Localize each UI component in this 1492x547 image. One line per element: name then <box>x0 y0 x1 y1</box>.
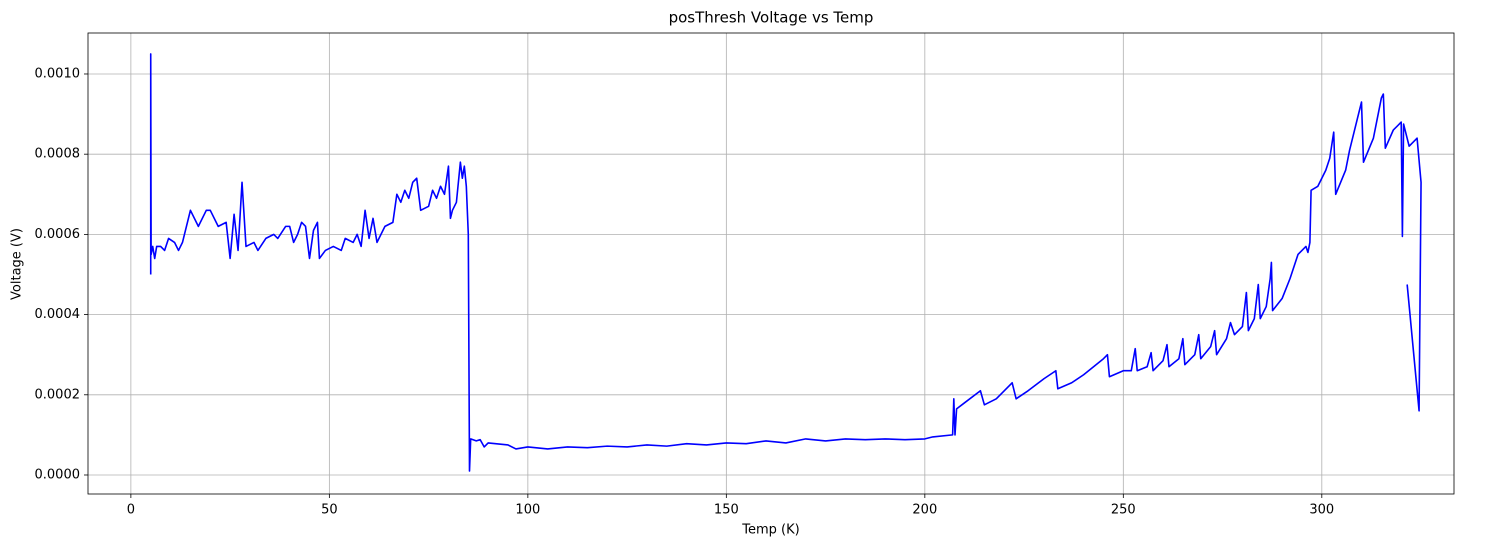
x-tick-label: 50 <box>321 503 338 518</box>
x-tick-label: 300 <box>1309 503 1334 518</box>
plot-frame <box>87 32 1455 495</box>
y-tick-label: 0.0006 <box>35 227 81 242</box>
x-tick-label: 150 <box>714 503 739 518</box>
y-tick-label: 0.0004 <box>35 307 81 322</box>
x-axis-label: Temp (K) <box>741 523 799 538</box>
y-axis-label: Voltage (V) <box>10 228 25 300</box>
x-tick-label: 250 <box>1111 503 1136 518</box>
y-tick-label: 0.0010 <box>35 66 81 81</box>
y-tick-label: 0.0000 <box>35 467 81 482</box>
x-tick-label: 100 <box>515 503 540 518</box>
x-tick-label: 200 <box>912 503 937 518</box>
chart-title: posThresh Voltage vs Temp <box>669 9 874 27</box>
y-tick-label: 0.0008 <box>35 147 81 162</box>
data-line <box>149 53 1422 472</box>
x-tick-label: 0 <box>127 503 135 518</box>
y-tick-label: 0.0002 <box>35 387 81 402</box>
